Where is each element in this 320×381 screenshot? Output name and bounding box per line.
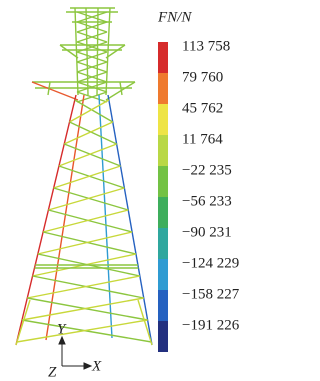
colorbar-segment [158,228,168,259]
legend-label: −158 227 [182,286,240,302]
member [48,210,132,232]
legend-label: 45 762 [182,100,223,116]
figure: FN/N 113 758 79 760 45 762 11 764 −22 235 −56… [0,0,269,381]
member [33,276,144,298]
member [54,166,121,188]
member [43,210,128,232]
colorbar-segment [158,197,168,228]
member [54,188,129,210]
page: FN/N 113 758 79 760 45 762 11 764 −22 235 −56… [0,0,320,381]
member [27,276,140,298]
member [43,232,136,254]
legend-label: −191 226 [182,317,240,333]
arrow-head [84,363,91,369]
colorbar-segment [158,73,168,104]
colorbar-segment [158,42,168,73]
colorbar-segment [158,259,168,290]
member [120,82,122,95]
y-label: Y [57,321,67,337]
axis-triad [59,337,91,369]
colorbar-segment [158,321,168,352]
legend-title: FN/N [157,9,192,25]
member [32,82,78,100]
member [38,232,132,254]
member [64,144,120,166]
member [16,95,76,345]
member [60,45,78,58]
legend-label: 79 760 [182,69,223,85]
member [27,298,147,320]
member [22,298,144,320]
member [59,166,124,188]
legend-label: 113 758 [182,38,230,54]
arrow-head [59,337,65,344]
colorbar-segment [158,135,168,166]
legend-label: −22 235 [182,162,232,178]
member [59,144,117,166]
member [48,82,50,95]
member [70,100,109,122]
legend-label: 11 764 [182,131,223,147]
colorbar-segment [158,166,168,197]
member [64,122,113,144]
colorbar-segment [158,290,168,321]
x-label: X [91,358,102,374]
legend-label: −56 233 [182,193,232,209]
tower [16,8,152,345]
z-label: Z [48,364,57,380]
colorbar-segment [158,104,168,135]
colorbar: 113 758 79 760 45 762 11 764 −22 235 −56 233 −… [158,38,240,352]
member [16,300,30,345]
legend-label: −90 231 [182,224,232,240]
member [48,188,124,210]
member [108,95,152,345]
legend-label: −124 229 [182,255,239,271]
